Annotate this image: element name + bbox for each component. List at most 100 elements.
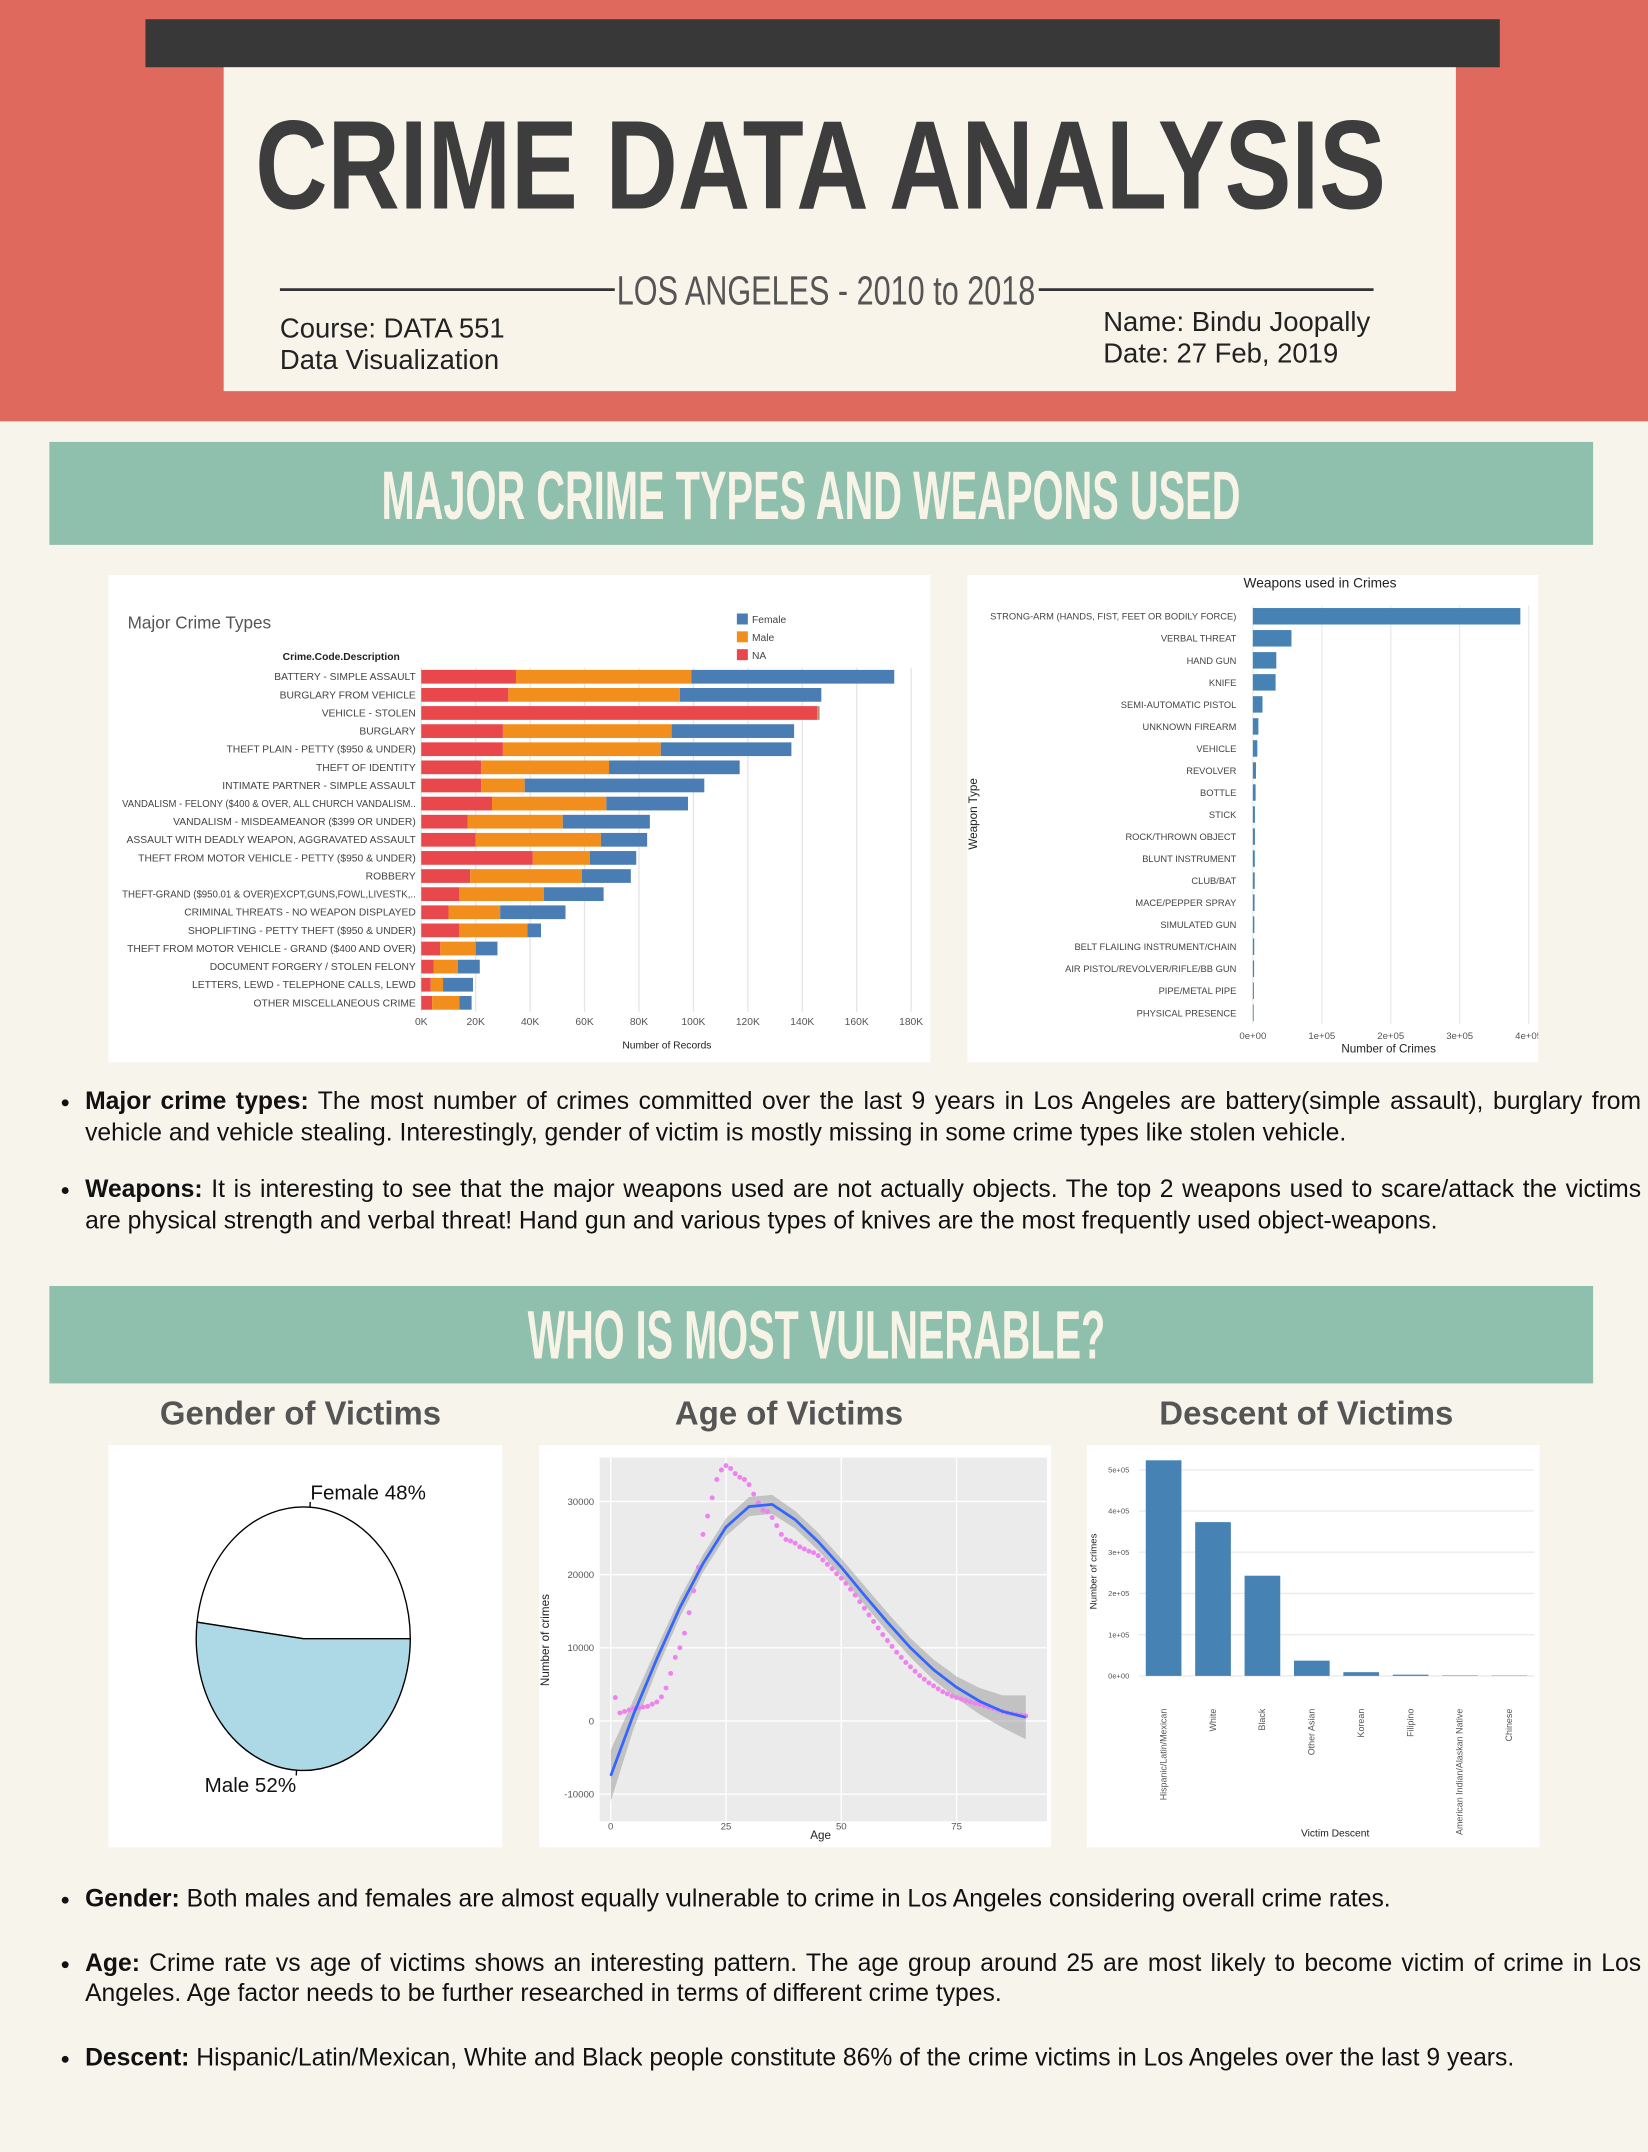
- y-tick-label: PHYSICAL PRESENCE: [1137, 1008, 1237, 1018]
- bar: [475, 941, 498, 956]
- bar: [467, 814, 563, 829]
- legend-label: NA: [752, 651, 766, 662]
- x-tick-label: 50: [836, 1821, 847, 1832]
- bar: [458, 959, 480, 974]
- x-tick-label: 100K: [681, 1017, 705, 1028]
- x-axis-label: Number of Crimes: [1341, 1043, 1436, 1056]
- header-card: [223, 67, 1456, 392]
- x-tick-label: Black: [1257, 1708, 1267, 1730]
- y-tick-label: 1e+05: [1108, 1630, 1129, 1639]
- point: [880, 1632, 886, 1638]
- point: [824, 1561, 830, 1567]
- bar: [1252, 850, 1255, 867]
- point: [732, 1471, 738, 1477]
- point: [889, 1643, 895, 1649]
- bar: [1252, 894, 1255, 911]
- bar: [1252, 1004, 1254, 1022]
- point: [765, 1509, 770, 1515]
- point: [709, 1495, 715, 1501]
- note-label: Gender:: [85, 1884, 180, 1912]
- note-label: Weapons:: [85, 1174, 203, 1203]
- bar: [562, 814, 650, 829]
- legend-swatch: [736, 631, 748, 643]
- point: [746, 1482, 752, 1488]
- y-tick-label: HAND GUN: [1187, 656, 1237, 666]
- y-tick-label: BURGLARY: [359, 727, 416, 738]
- point: [949, 1693, 955, 1699]
- y-tick-label: BOTTLE: [1200, 788, 1236, 798]
- point: [848, 1586, 853, 1592]
- point: [760, 1507, 766, 1513]
- y-tick-label: OTHER MISCELLANEOUS CRIME: [254, 998, 416, 1009]
- bar: [421, 905, 449, 920]
- point: [718, 1467, 724, 1473]
- bar: [421, 959, 434, 974]
- bar: [1195, 1522, 1231, 1676]
- y-tick-label: ASSAULT WITH DEADLY WEAPON, AGGRAVATED A…: [127, 835, 417, 846]
- point: [829, 1566, 835, 1572]
- point: [672, 1654, 678, 1660]
- bar: [1252, 828, 1255, 845]
- y-tick-label: BLUNT INSTRUMENT: [1142, 854, 1236, 864]
- pie-slice: [196, 1506, 411, 1640]
- bar: [818, 706, 820, 720]
- bar: [475, 832, 601, 847]
- point: [898, 1654, 904, 1660]
- point: [958, 1696, 964, 1702]
- bar: [421, 742, 503, 757]
- y-tick-label: 10000: [567, 1643, 594, 1654]
- legend-swatch: [736, 613, 748, 625]
- point: [755, 1500, 761, 1506]
- bar: [421, 814, 468, 829]
- bar: [421, 832, 476, 847]
- note: Weapons: It is interesting to see that t…: [85, 1173, 1641, 1235]
- poster-subtitle: LOS ANGELES - 2010 to 2018: [617, 268, 1036, 314]
- bar: [421, 869, 471, 883]
- y-tick-label: AIR PISTOL/REVOLVER/RIFLE/BB GUN: [1065, 964, 1236, 974]
- bar: [524, 778, 705, 793]
- point: [626, 1707, 632, 1713]
- bar: [1145, 1460, 1182, 1676]
- note-text: The most number of crimes committed over…: [85, 1086, 1642, 1146]
- note-text: Crime rate vs age of victims shows an in…: [85, 1948, 1642, 2007]
- bar: [448, 905, 501, 920]
- point: [838, 1575, 844, 1581]
- course: Course: DATA 551: [279, 314, 505, 345]
- course-info: Course: DATA 551 Data Visualization: [280, 314, 505, 377]
- date: Date: 27 Feb, 2019: [1103, 338, 1339, 370]
- y-tick-label: THEFT PLAIN - PETTY ($950 & UNDER): [226, 745, 415, 756]
- y-tick-label: 0: [589, 1716, 594, 1727]
- section-title: WHO IS MOST VULNERABLE?: [528, 1297, 1106, 1374]
- bar: [421, 923, 460, 938]
- x-axis-label: Age: [810, 1829, 831, 1842]
- point: [894, 1649, 900, 1655]
- bar: [459, 995, 472, 1010]
- x-tick-label: Other Asian: [1307, 1709, 1317, 1756]
- bar: [481, 760, 610, 775]
- point: [871, 1618, 877, 1624]
- bar: [421, 977, 431, 992]
- y-tick-label: SIMULATED GUN: [1160, 920, 1236, 930]
- y-tick-label: ROBBERY: [366, 871, 416, 882]
- section-title: MAJOR CRIME TYPES AND WEAPONS USED: [381, 457, 1240, 534]
- y-tick-label: KNIFE: [1209, 678, 1236, 688]
- y-tick-label: INTIMATE PARTNER - SIMPLE ASSAULT: [222, 781, 416, 792]
- point: [682, 1630, 687, 1636]
- note-text: Hispanic/Latin/Mexican, White and Black …: [196, 2042, 1515, 2071]
- panel-title: Age of Victims: [674, 1395, 904, 1433]
- y-tick-label: BATTERY - SIMPLE ASSAULT: [274, 672, 416, 683]
- bar: [481, 778, 525, 793]
- point: [834, 1571, 840, 1577]
- x-tick-label: 75: [951, 1821, 962, 1832]
- point: [908, 1664, 913, 1670]
- bar: [1252, 608, 1521, 625]
- bar: [502, 724, 672, 738]
- bar: [421, 688, 509, 702]
- legend-label: Male: [752, 633, 775, 644]
- y-tick-label: LETTERS, LEWD - TELEPHONE CALLS, LEWD: [192, 980, 416, 991]
- value-label: Male 52%: [205, 1774, 297, 1797]
- bar: [421, 706, 818, 720]
- y-tick-label: MACE/PEPPER SPRAY: [1135, 898, 1237, 908]
- bar: [433, 959, 459, 974]
